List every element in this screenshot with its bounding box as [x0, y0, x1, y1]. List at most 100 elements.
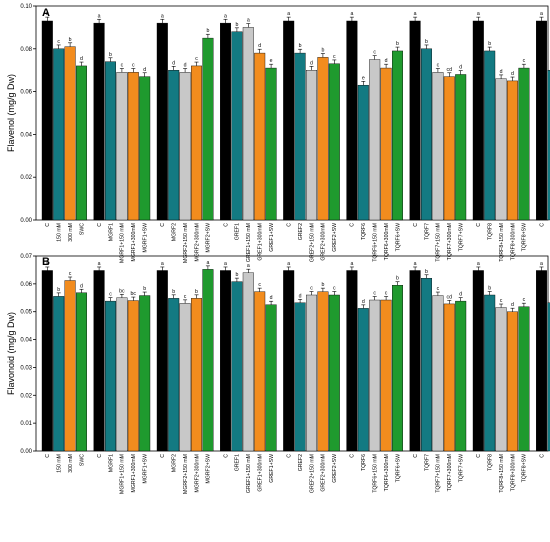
y-tick-label: 0.10	[20, 4, 32, 10]
bar	[104, 300, 116, 452]
significance-letter: e	[362, 75, 365, 81]
x-tick-label: TQRF8+SW	[522, 454, 528, 482]
bar	[283, 270, 295, 452]
x-tick-label: MGRF2+150 mM	[183, 454, 189, 494]
significance-letter: a	[287, 11, 290, 17]
x-tick-label: MGRF1+SW	[143, 223, 149, 253]
x-tick-label: MGRF1+150 mM	[120, 223, 126, 263]
bar	[53, 296, 65, 452]
x-tick-label: TQRF6	[361, 223, 367, 240]
significance-letter: b	[235, 22, 238, 28]
significance-letter: c	[258, 282, 261, 288]
x-tick-label: C	[45, 223, 51, 227]
bar	[190, 65, 202, 221]
x-tick-label: SWC	[79, 454, 85, 466]
significance-letter: d	[362, 299, 365, 305]
bar	[75, 65, 87, 221]
y-tick-label: 0.03	[20, 365, 32, 371]
x-tick-label: MGRF2+150 mM	[183, 223, 189, 263]
significance-letter: b	[396, 41, 399, 47]
bar	[392, 50, 404, 221]
x-tick-label: MGRF2+SW	[206, 223, 212, 253]
x-tick-label: C	[223, 454, 229, 458]
significance-letter: c	[184, 294, 187, 300]
bar	[357, 84, 369, 221]
bar	[472, 270, 484, 452]
y-axis-label: Flavonoid (mg/g Dw)	[6, 312, 16, 395]
significance-letter: a	[224, 13, 227, 19]
x-tick-label: C	[287, 454, 293, 458]
significance-letter: d	[511, 71, 514, 77]
significance-letter: b	[57, 287, 60, 293]
significance-letter: c	[195, 56, 198, 62]
x-tick-label: C	[223, 223, 229, 227]
x-tick-label: TQRF6+SW	[395, 454, 401, 482]
x-tick-label: TQRF6+SW	[395, 223, 401, 251]
x-tick-label: GREF2	[298, 223, 304, 240]
significance-letter: a	[247, 263, 250, 269]
significance-letter: b	[321, 282, 324, 288]
x-tick-label: TQRF8+150 mM	[499, 454, 505, 493]
significance-letter: a	[161, 261, 164, 267]
panel-letter: B	[42, 256, 50, 268]
x-tick-label: GREF1+300mM	[258, 454, 264, 492]
significance-letter: a	[98, 13, 101, 19]
bar	[328, 294, 340, 452]
y-tick-label: 0.02	[20, 393, 32, 399]
x-tick-label: MGRF2	[172, 454, 178, 472]
x-tick-label: C	[287, 223, 293, 227]
x-tick-label: TQRF8+300mM	[510, 223, 516, 260]
y-tick-label: 0.01	[20, 421, 32, 427]
significance-letter: d	[80, 283, 83, 289]
significance-letter: b	[109, 52, 112, 58]
panel-b-flavonoid-chart: B Flavonoid (mg/g Dw) 0.00 0.01 0.02 0.03 0.04…	[6, 254, 550, 494]
x-tick-label: MGRF1+300mM	[131, 223, 137, 261]
significance-letter: d	[143, 67, 146, 73]
x-tick-label: TQRF7+150 mM	[436, 454, 442, 493]
bar	[380, 299, 392, 452]
x-tick-label: TQRF7	[424, 223, 430, 240]
x-tick-label: C	[45, 454, 51, 458]
bar	[41, 20, 53, 221]
x-tick-label: C	[350, 223, 356, 227]
bar	[75, 292, 87, 452]
x-tick-label: GREF1	[235, 223, 241, 240]
x-tick-label: C	[413, 223, 419, 227]
bar	[127, 72, 139, 221]
bar	[116, 72, 128, 221]
significance-letter: c	[437, 286, 440, 292]
significance-letter: d	[310, 60, 313, 66]
x-tick-label: GREF1+SW	[269, 454, 275, 483]
bar	[484, 294, 496, 452]
significance-letter: a	[161, 13, 164, 19]
x-tick-label: TQRF6	[361, 454, 367, 471]
y-tick-label: 0.08	[20, 47, 32, 53]
significance-letter: b	[206, 28, 209, 34]
x-tick-label: C	[476, 454, 482, 458]
bar	[455, 300, 467, 452]
bar	[536, 270, 548, 452]
bar	[495, 78, 507, 221]
x-tick-label: TQRF7+SW	[459, 223, 465, 251]
bar	[116, 297, 128, 452]
significance-letter: d	[270, 295, 273, 301]
x-tick-label: MGRF2	[172, 223, 178, 241]
x-tick-label: TQRF6+300mM	[384, 223, 390, 260]
significance-letter: b	[69, 37, 72, 43]
significance-letter: b	[488, 41, 491, 47]
x-tick-label: GREF1+150 mM	[246, 454, 252, 493]
significance-letter: d	[172, 60, 175, 66]
significance-letter: b	[425, 269, 428, 275]
bar	[139, 295, 151, 452]
x-tick-label: TQRF6+150 mM	[373, 223, 379, 262]
x-tick-label: MGRF2+300mM	[194, 223, 200, 261]
significance-letter: c	[385, 291, 388, 297]
significance-letter: cd	[447, 67, 453, 73]
y-tick-label: 0.06	[20, 282, 32, 288]
significance-letter: d	[459, 65, 462, 71]
x-tick-label: TQRF7+300mM	[447, 223, 453, 260]
bar	[202, 37, 214, 221]
bar	[254, 291, 266, 452]
significance-letter: a	[46, 261, 49, 267]
x-tick-label: GREF1+300mM	[258, 223, 264, 261]
